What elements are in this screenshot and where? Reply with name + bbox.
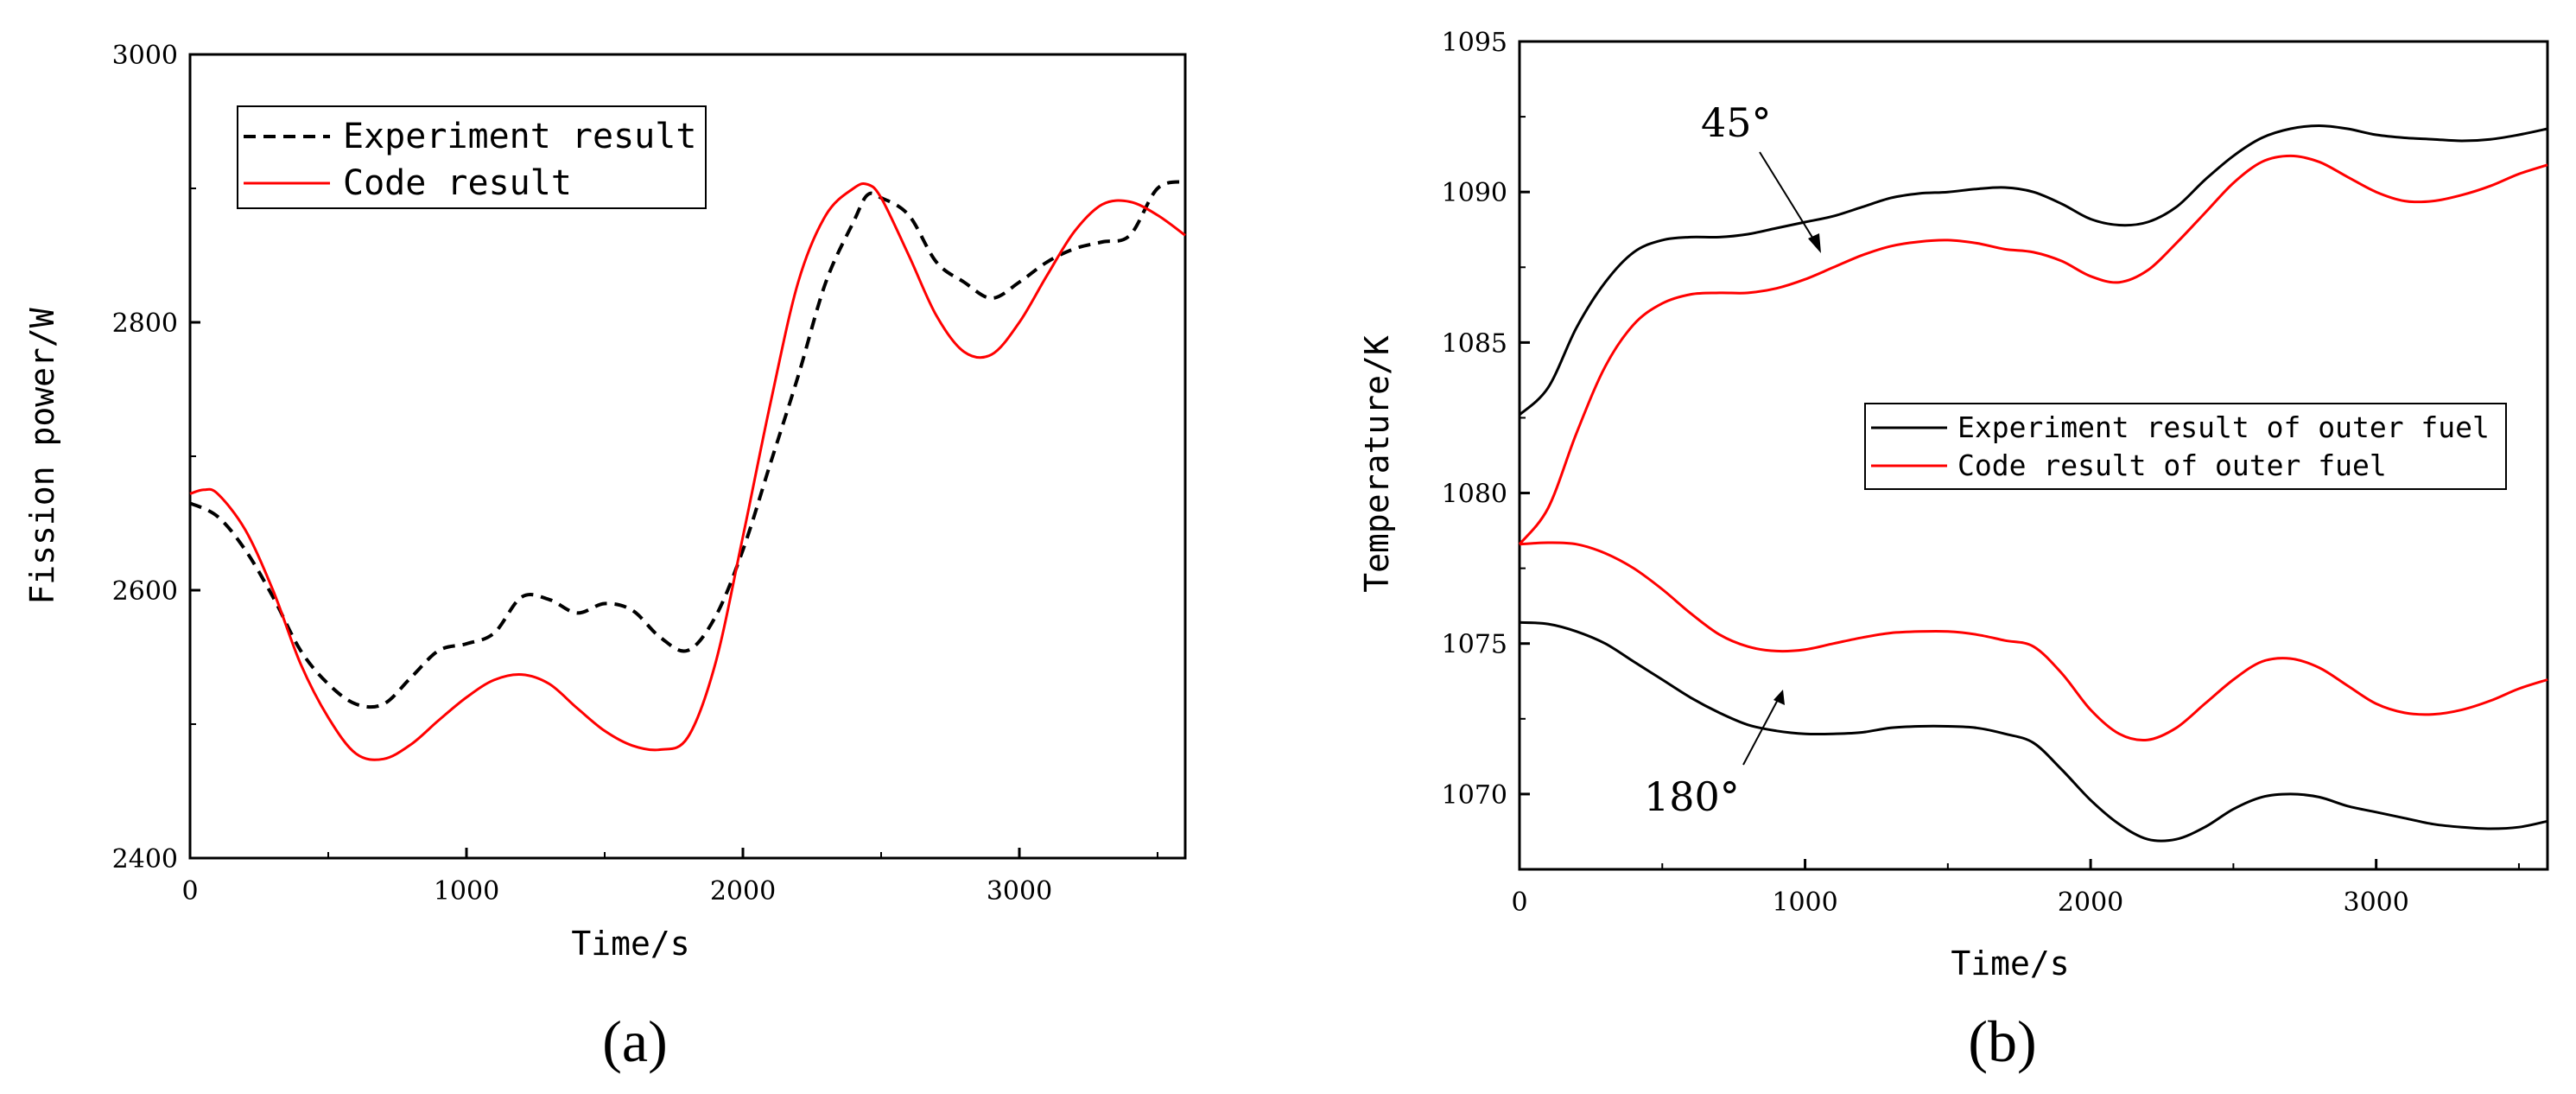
legend-a-code-label: Code result [343, 163, 572, 203]
annotation-45-arrowhead [1808, 233, 1821, 253]
annotation-180-arrowhead [1773, 690, 1785, 705]
x-tick-label-a-3: 3000 [987, 876, 1052, 906]
x-tick-label-a-2: 2000 [710, 876, 776, 906]
annotation-180-deg: 180° [1644, 773, 1740, 820]
y-axis-label-b: Temperature/K [1358, 335, 1396, 593]
legend-b-experiment-label: Experiment result of outer fuel [1957, 410, 2490, 444]
y-tick-label-b-4: 1090 [1442, 178, 1507, 208]
y-tick-label-a-2: 2800 [112, 308, 178, 339]
legend-b-frame [1864, 403, 2507, 490]
x-axis-label-b: Time/s [1951, 945, 2069, 983]
panel-a-fission-power: 0 1000 2000 3000 2400 2600 2800 3000 Time/s Fis… [23, 41, 1187, 1074]
x-tick-label-b-0: 0 [1511, 887, 1527, 918]
series-line-b-experiment-result-of-outer-fuel-180deg-2 [1519, 620, 2548, 843]
x-tick-label-b-3: 3000 [2343, 887, 2408, 918]
series-line-a-experiment-result-0 [189, 180, 1186, 709]
y-axis-label-a: Fission power/W [23, 308, 61, 604]
x-tick-label-a-1: 1000 [434, 876, 499, 906]
series-line-b-code-result-of-outer-fuel-180deg-3 [1519, 541, 2548, 741]
panel-label-b: (b) [1968, 1008, 2036, 1074]
y-tick-label-b-0: 1070 [1442, 780, 1507, 811]
panel-label-a: (a) [602, 1008, 667, 1074]
y-tick-label-b-5: 1095 [1442, 28, 1507, 58]
annotation-45-arrow [1759, 151, 1819, 248]
series-line-b-code-result-of-outer-fuel-45deg-1 [1518, 154, 2548, 545]
x-tick-label-b-2: 2000 [2058, 887, 2123, 918]
y-tick-label-a-1: 2600 [112, 576, 178, 607]
y-tick-label-a-0: 2400 [112, 844, 178, 875]
x-tick-label-b-1: 1000 [1772, 887, 1837, 918]
x-tick-label-a-0: 0 [181, 876, 198, 906]
y-tick-label-b-1: 1075 [1442, 630, 1507, 660]
series-line-a-code-result-1 [189, 181, 1186, 761]
legend-a: Experiment result Code result [237, 105, 707, 209]
legend-b: Experiment result of outer fuel Code res… [1864, 403, 2507, 490]
series-line-b-experiment-result-of-outer-fuel-45deg-0 [1518, 124, 2548, 417]
annotation-45-deg: 45° [1701, 99, 1772, 146]
legend-b-code-label: Code result of outer fuel [1957, 448, 2387, 482]
plot-b-frame [1518, 40, 2549, 871]
y-tick-label-a-3: 3000 [112, 41, 178, 71]
x-axis-label-a: Time/s [571, 925, 689, 963]
panel-b-temperature: 0 1000 2000 3000 1070 1075 1080 1085 1090 1095 Ti… [1358, 28, 2549, 1074]
annotation-180-arrow [1742, 696, 1780, 766]
y-tick-label-b-3: 1085 [1442, 328, 1507, 359]
legend-a-experiment-label: Experiment result [343, 117, 696, 156]
y-tick-label-b-2: 1080 [1442, 480, 1507, 510]
legend-a-frame [237, 105, 707, 209]
